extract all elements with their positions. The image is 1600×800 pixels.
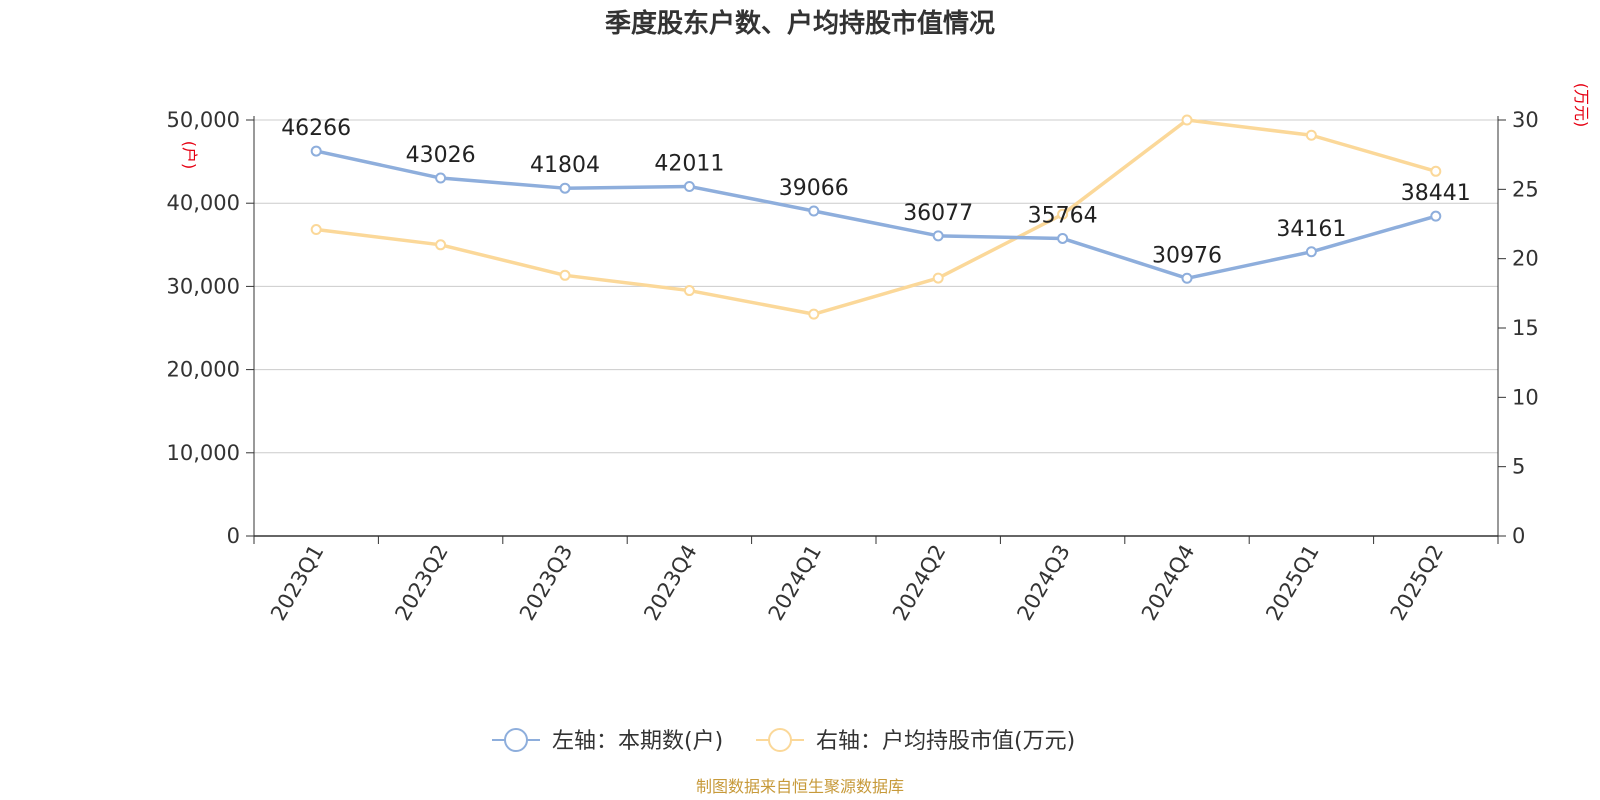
- data-point-households[interactable]: [1057, 232, 1069, 244]
- data-label: 30976: [1152, 243, 1222, 268]
- x-axis-tick-label: 2023Q4: [639, 541, 701, 625]
- left-axis-tick-label: 20,000: [167, 358, 240, 382]
- legend-item-households[interactable]: 左轴：本期数(户): [492, 728, 723, 754]
- data-label: 46266: [281, 116, 351, 141]
- data-label: 34161: [1276, 217, 1346, 242]
- data-point-avg-value[interactable]: [932, 272, 944, 284]
- right-axis-unit: (万元): [1572, 83, 1591, 128]
- left-axis-tick-label: 50,000: [167, 108, 240, 132]
- data-label: 42011: [654, 151, 724, 176]
- legend-marker-avg-value: [768, 728, 792, 752]
- series-line-households: [314, 149, 1438, 281]
- right-axis-tick-label: 30: [1512, 108, 1539, 132]
- left-axis-unit: (户): [180, 141, 199, 170]
- data-label: 35764: [1028, 203, 1098, 228]
- data-label: 38441: [1401, 181, 1471, 206]
- data-point-avg-value[interactable]: [1430, 165, 1442, 177]
- data-point-avg-value[interactable]: [808, 308, 820, 320]
- x-axis-tick-label: 2024Q1: [764, 541, 826, 625]
- left-axis-tick-label: 10,000: [167, 441, 240, 465]
- x-axis-tick-label: 2023Q3: [515, 541, 577, 625]
- data-point-avg-value[interactable]: [559, 269, 571, 281]
- x-axis-tick-label: 2024Q3: [1012, 541, 1074, 625]
- left-axis-tick-label: 0: [227, 524, 240, 548]
- x-axis-tick-label: 2023Q1: [266, 541, 328, 625]
- data-point-households[interactable]: [1181, 272, 1193, 284]
- legend[interactable]: 左轴：本期数(户) 右轴：户均持股市值(万元): [492, 728, 1075, 754]
- legend-label-avg-value: 右轴：户均持股市值(万元): [816, 729, 1075, 754]
- data-point-households[interactable]: [808, 205, 820, 217]
- data-point-households[interactable]: [683, 180, 695, 192]
- data-point-households[interactable]: [1430, 210, 1442, 222]
- right-axis-tick-label: 5: [1512, 455, 1525, 479]
- data-label: 43026: [406, 143, 476, 168]
- right-axis-tick-label: 20: [1512, 247, 1539, 271]
- left-axis-tick-label: 40,000: [167, 191, 240, 215]
- x-axis-tick-label: 2025Q2: [1386, 541, 1448, 625]
- data-point-avg-value[interactable]: [1181, 114, 1193, 126]
- grid-lines: [254, 119, 1498, 454]
- source-note: 制图数据来自恒生聚源数据库: [696, 777, 904, 796]
- data-point-households[interactable]: [932, 230, 944, 242]
- data-label: 39066: [779, 176, 849, 201]
- axes: 010,00020,00030,00040,00050,000051015202…: [167, 108, 1539, 625]
- chart-title: 季度股东户数、户均持股市值情况: [605, 8, 995, 39]
- data-labels: 46266 43026 41804 42011 39066 36077 35764 30976…: [281, 116, 1471, 268]
- left-axis-tick-label: 30,000: [167, 274, 240, 298]
- legend-marker-households: [504, 728, 528, 752]
- data-point-avg-value[interactable]: [310, 224, 322, 236]
- data-point-households[interactable]: [559, 182, 571, 194]
- right-axis-tick-label: 10: [1512, 385, 1539, 409]
- x-axis-tick-label: 2025Q1: [1261, 541, 1323, 625]
- series-lines: [310, 114, 1442, 320]
- right-axis-tick-label: 25: [1512, 177, 1539, 201]
- right-axis-tick-label: 15: [1512, 316, 1539, 340]
- legend-label-households: 左轴：本期数(户): [552, 729, 723, 754]
- data-point-avg-value[interactable]: [1305, 129, 1317, 141]
- data-point-avg-value[interactable]: [683, 285, 695, 297]
- data-point-households[interactable]: [435, 172, 447, 184]
- data-point-households[interactable]: [1305, 246, 1317, 258]
- x-axis-tick-label: 2024Q2: [888, 540, 950, 624]
- series-line-avg-value: [314, 118, 1438, 316]
- x-axis-tick-label: 2024Q4: [1137, 541, 1199, 625]
- data-point-households[interactable]: [310, 145, 322, 157]
- right-axis-tick-label: 0: [1512, 524, 1525, 548]
- data-label: 36077: [903, 201, 973, 226]
- x-axis-tick-label: 2023Q2: [390, 541, 452, 625]
- data-point-avg-value[interactable]: [435, 239, 447, 251]
- data-label: 41804: [530, 153, 600, 178]
- data-point-avg-value[interactable]: [1057, 208, 1069, 220]
- legend-item-avg-value[interactable]: 右轴：户均持股市值(万元): [756, 728, 1075, 754]
